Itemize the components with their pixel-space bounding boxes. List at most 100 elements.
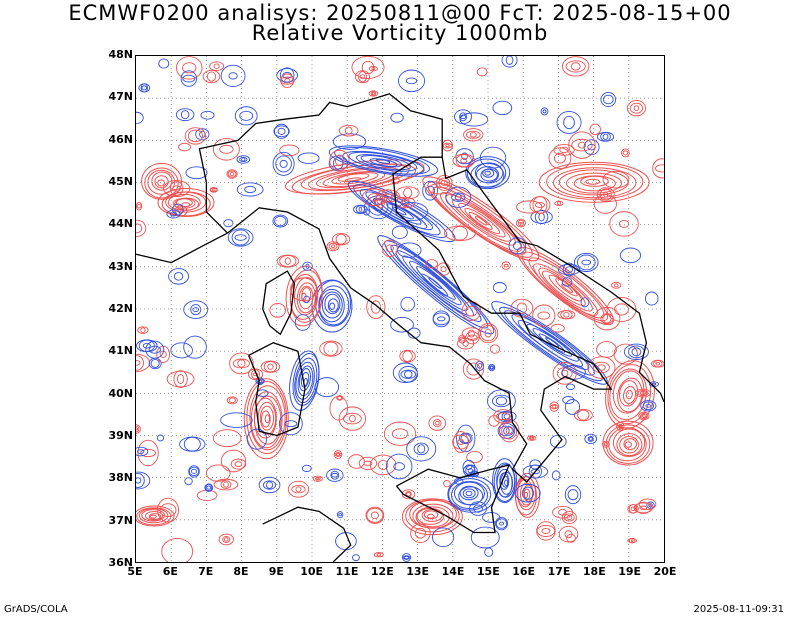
- negative-vorticity-contour: [204, 483, 214, 492]
- positive-vorticity-contour: [642, 414, 646, 419]
- negative-vorticity-contour: [581, 259, 592, 266]
- positive-vorticity-contour: [600, 313, 614, 324]
- negative-vorticity-contour: [454, 193, 462, 201]
- negative-vorticity-contour: [584, 433, 598, 445]
- lon-tick-label: 13E: [406, 565, 430, 578]
- negative-vorticity-contour: [183, 300, 209, 319]
- positive-vorticity-contour: [361, 188, 388, 207]
- negative-vorticity-contour: [273, 125, 290, 138]
- negative-vorticity-contour: [182, 74, 196, 83]
- negative-vorticity-contour: [355, 205, 366, 214]
- positive-vorticity-contour: [561, 283, 573, 293]
- positive-vorticity-contour: [391, 428, 409, 440]
- positive-vorticity-contour: [639, 505, 648, 511]
- positive-vorticity-contour: [285, 265, 323, 327]
- positive-vorticity-contour: [608, 427, 647, 462]
- lon-tick-label: 10E: [300, 565, 324, 578]
- positive-vorticity-contour: [651, 359, 664, 368]
- negative-vorticity-contour: [385, 453, 413, 480]
- negative-vorticity-contour: [503, 426, 510, 435]
- positive-vorticity-contour: [618, 219, 630, 228]
- negative-vorticity-contour: [600, 92, 617, 107]
- positive-vorticity-contour: [499, 418, 520, 443]
- positive-vorticity-contour: [329, 149, 350, 171]
- positive-vorticity-contour: [136, 219, 147, 237]
- negative-vorticity-contour: [409, 260, 462, 306]
- positive-vorticity-contour: [358, 71, 367, 83]
- negative-vorticity-contour: [556, 111, 582, 134]
- positive-vorticity-contour: [337, 395, 343, 400]
- negative-vorticity-contour: [521, 486, 535, 500]
- positive-vorticity-contour: [250, 391, 283, 449]
- positive-vorticity-contour: [456, 337, 475, 350]
- positive-vorticity-contour: [267, 363, 274, 370]
- positive-vorticity-contour: [460, 157, 468, 164]
- positive-vorticity-contour: [541, 270, 586, 306]
- negative-vorticity-contour: [479, 146, 507, 169]
- positive-vorticity-contour: [259, 405, 275, 431]
- positive-vorticity-contour: [561, 510, 577, 525]
- negative-vorticity-contour: [482, 512, 501, 523]
- negative-vorticity-contour: [549, 434, 567, 449]
- negative-vorticity-contour: [501, 56, 518, 68]
- positive-vorticity-contour: [466, 450, 483, 464]
- negative-vorticity-contour: [234, 234, 247, 241]
- positive-vorticity-contour: [316, 477, 320, 481]
- positive-vorticity-contour: [462, 340, 469, 347]
- negative-vorticity-contour: [504, 479, 509, 486]
- negative-vorticity-contour: [623, 343, 649, 361]
- positive-vorticity-contour: [347, 454, 365, 469]
- positive-vorticity-contour: [516, 302, 528, 314]
- negative-vorticity-contour: [602, 133, 609, 140]
- positive-vorticity-contour: [279, 76, 295, 85]
- negative-vorticity-contour: [512, 241, 522, 251]
- vorticity-map: [136, 56, 664, 562]
- positive-vorticity-contour: [211, 188, 216, 192]
- positive-vorticity-contour: [287, 480, 310, 498]
- positive-vorticity-contour: [212, 429, 242, 448]
- negative-vorticity-contour: [437, 316, 446, 322]
- positive-vorticity-contour: [534, 202, 546, 208]
- negative-vorticity-contour: [390, 244, 482, 322]
- negative-vorticity-contour: [136, 449, 145, 454]
- negative-vorticity-contour: [562, 396, 575, 405]
- lat-tick-label: 48N: [108, 48, 133, 61]
- negative-vorticity-contour: [169, 211, 178, 217]
- negative-vorticity-contour: [190, 304, 202, 316]
- negative-vorticity-contour: [473, 504, 483, 513]
- negative-vorticity-contour: [192, 307, 200, 312]
- positive-vorticity-contour: [605, 424, 651, 464]
- positive-vorticity-contour: [541, 528, 551, 534]
- positive-vorticity-contour: [213, 63, 220, 69]
- positive-vorticity-contour: [246, 381, 287, 455]
- positive-vorticity-contour: [319, 340, 343, 357]
- positive-vorticity-contour: [176, 374, 185, 384]
- negative-vorticity-contour: [402, 255, 468, 312]
- positive-vorticity-contour: [213, 478, 239, 491]
- positive-vorticity-contour: [566, 172, 623, 194]
- positive-vorticity-contour: [609, 211, 639, 237]
- positive-vorticity-contour: [222, 535, 231, 543]
- positive-vorticity-contour: [323, 341, 339, 356]
- positive-vorticity-contour: [613, 283, 619, 288]
- negative-vorticity-contour: [459, 485, 479, 501]
- negative-vorticity-contour: [180, 110, 190, 120]
- positive-vorticity-contour: [227, 170, 237, 178]
- positive-vorticity-contour: [552, 404, 557, 409]
- negative-vorticity-contour: [400, 369, 417, 379]
- positive-vorticity-contour: [566, 533, 576, 543]
- positive-vorticity-contour: [280, 73, 295, 88]
- negative-vorticity-contour: [565, 266, 574, 273]
- negative-vorticity-contour: [265, 481, 274, 489]
- positive-vorticity-contour: [172, 185, 181, 192]
- negative-vorticity-contour: [321, 291, 343, 319]
- negative-vorticity-contour: [298, 368, 312, 392]
- positive-vorticity-contour: [284, 78, 291, 84]
- positive-vorticity-contour: [537, 311, 551, 320]
- negative-vorticity-contour: [179, 436, 206, 452]
- positive-vorticity-contour: [452, 434, 470, 450]
- negative-vorticity-contour: [562, 262, 576, 277]
- positive-vorticity-contour: [224, 537, 229, 542]
- positive-vorticity-contour: [426, 513, 435, 519]
- positive-vorticity-contour: [344, 126, 353, 135]
